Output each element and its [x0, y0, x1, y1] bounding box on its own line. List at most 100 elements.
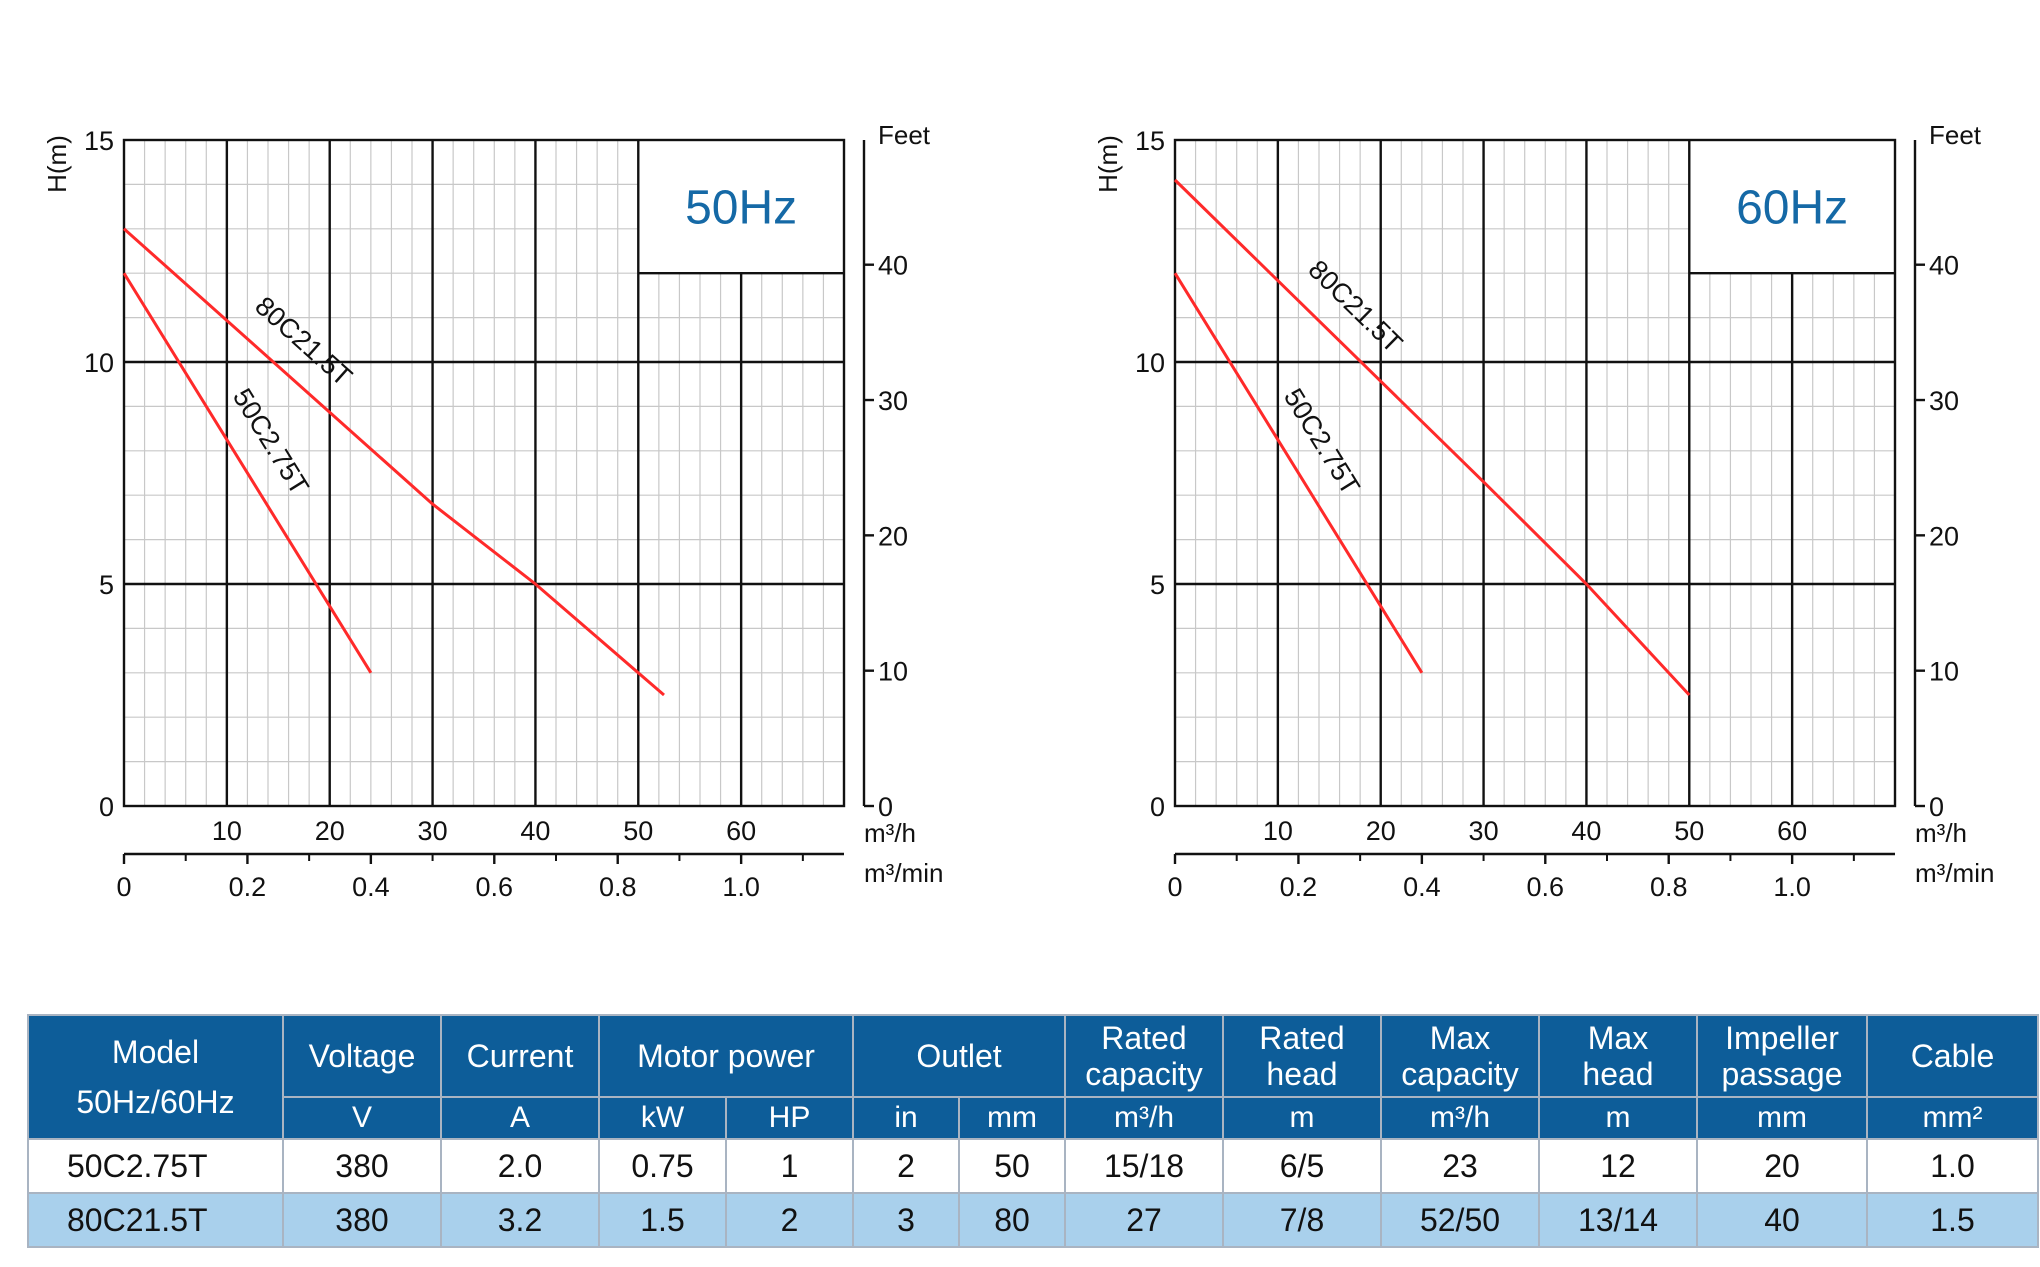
table-cell: 2.0: [440, 1138, 600, 1194]
y-tick-label: 15: [84, 126, 114, 156]
table-cell: 23: [1380, 1138, 1540, 1194]
panel-label: 60Hz: [1736, 182, 1848, 235]
unit-cell: m: [1222, 1096, 1382, 1140]
y-axis-label: H(m): [1093, 135, 1123, 193]
table-cell: 1.0: [1866, 1138, 2039, 1194]
feet-tick-label: 20: [1929, 521, 1959, 551]
y-tick-label: 10: [1135, 348, 1165, 378]
header-voltage: Voltage: [282, 1014, 442, 1098]
unit-cell: m³/h: [1064, 1096, 1224, 1140]
x-tick-label: 60: [1777, 816, 1807, 846]
feet-tick-label: 0: [878, 792, 893, 822]
feet-tick-label: 0: [1929, 792, 1944, 822]
table-cell: 40: [1696, 1192, 1868, 1248]
y-tick-label: 5: [1150, 570, 1165, 600]
header-rated-capacity: Rated capacity: [1064, 1014, 1224, 1098]
curve-80c21-5t: [1173, 178, 1691, 697]
flow-min-tick-label: 0: [116, 872, 131, 902]
feet-tick-label: 30: [1929, 386, 1959, 416]
table-cell: 3.2: [440, 1192, 600, 1248]
table-cell: 1.5: [1866, 1192, 2039, 1248]
flow-min-tick-label: 1.0: [722, 872, 760, 902]
flow-min-tick-label: 0.8: [1650, 872, 1688, 902]
x-tick-label: 30: [1469, 816, 1499, 846]
feet-tick-label: 30: [878, 386, 908, 416]
header-outlet: Outlet: [852, 1014, 1066, 1098]
table-cell: 3: [852, 1192, 960, 1248]
flow-min-tick-label: 0.4: [1403, 872, 1441, 902]
curve-50c2-75t: [122, 272, 373, 674]
table-cell: 12: [1538, 1138, 1698, 1194]
table-cell: 1.5: [598, 1192, 727, 1248]
unit-cell: mm²: [1866, 1096, 2039, 1140]
header-current: Current: [440, 1014, 600, 1098]
unit-cell: HP: [725, 1096, 854, 1140]
feet-tick-label: 10: [1929, 657, 1959, 687]
flow-min-tick-label: 0.8: [599, 872, 637, 902]
table-cell: 1: [725, 1138, 854, 1194]
unit-cell: mm: [958, 1096, 1066, 1140]
flow-min-tick-label: 0.6: [476, 872, 514, 902]
header-max-capacity: Max capacity: [1380, 1014, 1540, 1098]
curve-50c2-75t: [1173, 272, 1424, 674]
unit-cell: V: [282, 1096, 442, 1140]
unit-cell: A: [440, 1096, 600, 1140]
table-cell: 13/14: [1538, 1192, 1698, 1248]
x-tick-label: 60: [726, 816, 756, 846]
table-cell: 0.75: [598, 1138, 727, 1194]
header-cable: Cable: [1866, 1014, 2039, 1098]
table-cell: 6/5: [1222, 1138, 1382, 1194]
unit-cell: m: [1538, 1096, 1698, 1140]
header-max-head: Max head: [1538, 1014, 1698, 1098]
y-tick-label: 10: [84, 348, 114, 378]
x-tick-label: 40: [1571, 816, 1601, 846]
x-axis-label: m³/h: [1915, 818, 1967, 848]
unit-cell: m³/h: [1380, 1096, 1540, 1140]
flow-min-axis-label: m³/min: [1915, 858, 1994, 888]
table-row: 50C2.75T 380 2.0 0.75 1 2 50 15/18 6/5 2…: [27, 1138, 2039, 1194]
y-tick-label: 0: [1150, 792, 1165, 822]
pump-spec-table: Model 50Hz/60Hz Voltage Current Motor po…: [27, 1014, 2039, 1248]
table-cell: 27: [1064, 1192, 1224, 1248]
table-cell: 20: [1696, 1138, 1868, 1194]
table-cell: 80: [958, 1192, 1066, 1248]
table-cell: 2: [725, 1192, 854, 1248]
flow-min-axis-label: m³/min: [864, 858, 943, 888]
feet-tick-label: 40: [878, 251, 908, 281]
plot-border: [1173, 138, 1897, 808]
feet-tick-label: 10: [878, 657, 908, 687]
panel-label-box: [1689, 140, 1895, 274]
unit-cell: mm: [1696, 1096, 1868, 1140]
header-motor-power: Motor power: [598, 1014, 854, 1098]
flow-min-tick-label: 0.2: [229, 872, 267, 902]
header-model: Model 50Hz/60Hz: [27, 1014, 284, 1140]
header-impeller-passage: Impeller passage: [1696, 1014, 1868, 1098]
table-cell: 380: [282, 1138, 442, 1194]
x-tick-label: 10: [212, 816, 242, 846]
x-tick-label: 50: [1674, 816, 1704, 846]
panel-label: 50Hz: [685, 182, 797, 235]
table-row: 80C21.5T 380 3.2 1.5 2 3 80 27 7/8 52/50…: [27, 1192, 2039, 1248]
table-cell: 15/18: [1064, 1138, 1224, 1194]
x-tick-label: 20: [1366, 816, 1396, 846]
flow-min-tick-label: 0.2: [1280, 872, 1318, 902]
y-axis-label: H(m): [42, 135, 72, 193]
y-tick-label: 5: [99, 570, 114, 600]
x-tick-label: 10: [1263, 816, 1293, 846]
unit-cell: in: [852, 1096, 960, 1140]
flow-min-tick-label: 1.0: [1773, 872, 1811, 902]
x-tick-label: 50: [623, 816, 653, 846]
flow-min-tick-label: 0: [1167, 872, 1182, 902]
x-tick-label: 30: [418, 816, 448, 846]
curve-80c21-5t: [123, 227, 665, 697]
y-tick-label: 0: [99, 792, 114, 822]
table-cell: 2: [852, 1138, 960, 1194]
feet-tick-label: 40: [1929, 251, 1959, 281]
feet-axis-label: Feet: [878, 120, 931, 150]
y-tick-label: 15: [1135, 126, 1165, 156]
x-axis-label: m³/h: [864, 818, 916, 848]
x-tick-label: 20: [315, 816, 345, 846]
feet-axis-label: Feet: [1929, 120, 1982, 150]
flow-min-tick-label: 0.6: [1527, 872, 1565, 902]
table-cell: 50: [958, 1138, 1066, 1194]
